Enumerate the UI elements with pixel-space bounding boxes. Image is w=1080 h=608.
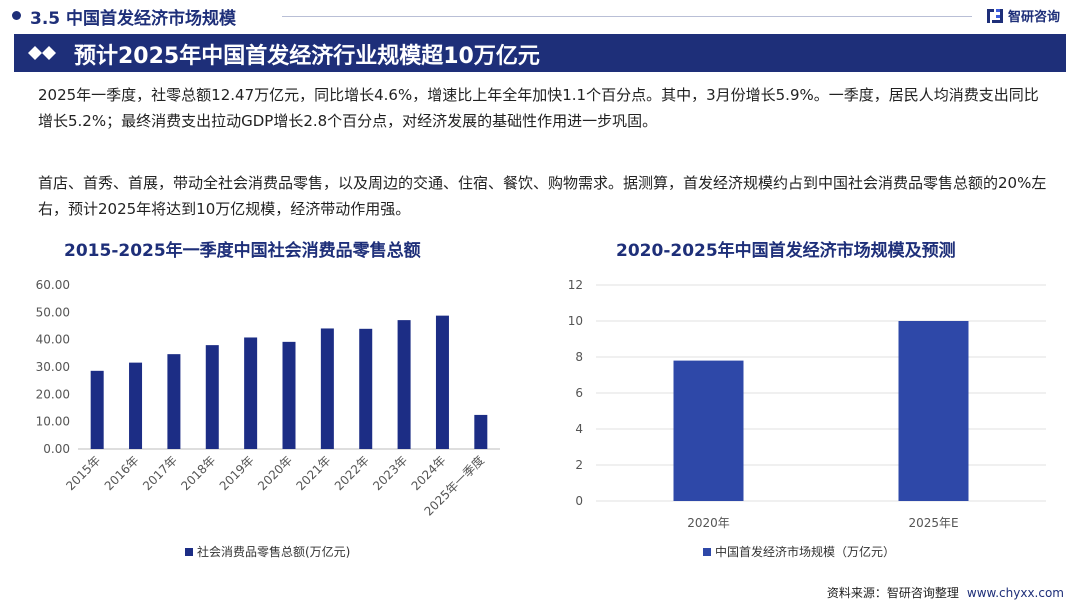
bar	[397, 320, 411, 449]
y-tick-label: 0	[575, 494, 583, 508]
source-label: 资料来源：	[826, 586, 887, 600]
paragraph-2: 首店、首秀、首展，带动全社会消费品零售，以及周边的交通、住宿、餐饮、购物需求。据…	[38, 174, 1047, 218]
top-header: 3.5 中国首发经济市场规模 智研咨询	[0, 0, 1080, 34]
bar	[282, 341, 296, 449]
source-url[interactable]: www.chyxx.com	[966, 586, 1064, 600]
x-tick-label: 2025年E	[908, 516, 958, 530]
left-chart-title: 2015-2025年一季度中国社会消费品零售总额	[64, 241, 421, 261]
header-divider	[282, 16, 972, 17]
bar	[320, 328, 334, 449]
bar	[359, 328, 373, 449]
y-tick-label: 2	[575, 458, 583, 472]
title-banner: 预计2025年中国首发经济行业规模超10万亿元	[14, 34, 1066, 72]
y-tick-label: 12	[568, 278, 583, 292]
paragraph-1: 2025年一季度，社零总额12.47万亿元，同比增长4.6%，增速比上年全年加快…	[38, 86, 1039, 130]
y-tick-label: 0.00	[43, 442, 70, 456]
legend-swatch	[185, 548, 193, 556]
bullet-dot-icon	[12, 11, 21, 20]
source-footer: 资料来源：智研咨询整理 www.chyxx.com	[827, 584, 1064, 601]
legend-label: 中国首发经济市场规模（万亿元）	[715, 544, 895, 559]
source-name: 智研咨询整理	[886, 586, 959, 600]
x-tick-label: 2020年	[687, 516, 730, 530]
legend-label: 社会消费品零售总额(万亿元)	[197, 544, 350, 559]
bar	[244, 337, 258, 449]
left-bar-chart: 0.0010.0020.0030.0040.0050.0060.002015年2…	[36, 278, 500, 559]
y-tick-label: 60.00	[36, 278, 70, 292]
brand-name: 智研咨询	[1008, 10, 1061, 25]
y-tick-label: 20.00	[36, 387, 70, 401]
right-bar-chart: 0 2 4 6 8 10 12 2020年 2025年E 中国首发经济市场规模（万亿元）	[568, 278, 1046, 559]
bar	[474, 414, 488, 449]
right-chart-title: 2020-2025年中国首发经济市场规模及预测	[616, 241, 956, 261]
bar	[205, 345, 219, 449]
legend-swatch	[703, 548, 711, 556]
bar	[90, 370, 104, 449]
bar	[673, 360, 744, 501]
double-chevron-icon	[28, 46, 56, 60]
banner-title: 预计2025年中国首发经济行业规模超10万亿元	[74, 44, 540, 69]
y-tick-label: 30.00	[36, 360, 70, 374]
bar	[129, 362, 143, 449]
y-tick-label: 10	[568, 314, 583, 328]
brand-logo-icon	[987, 9, 1003, 23]
y-tick-label: 40.00	[36, 333, 70, 347]
y-tick-label: 50.00	[36, 305, 70, 319]
bar	[435, 315, 449, 449]
y-tick-label: 6	[575, 386, 583, 400]
y-tick-label: 10.00	[36, 415, 70, 429]
section-title: 3.5 中国首发经济市场规模	[30, 9, 237, 29]
y-tick-label: 4	[575, 422, 583, 436]
bar	[167, 354, 181, 449]
bar	[898, 321, 969, 501]
y-tick-label: 8	[575, 350, 583, 364]
